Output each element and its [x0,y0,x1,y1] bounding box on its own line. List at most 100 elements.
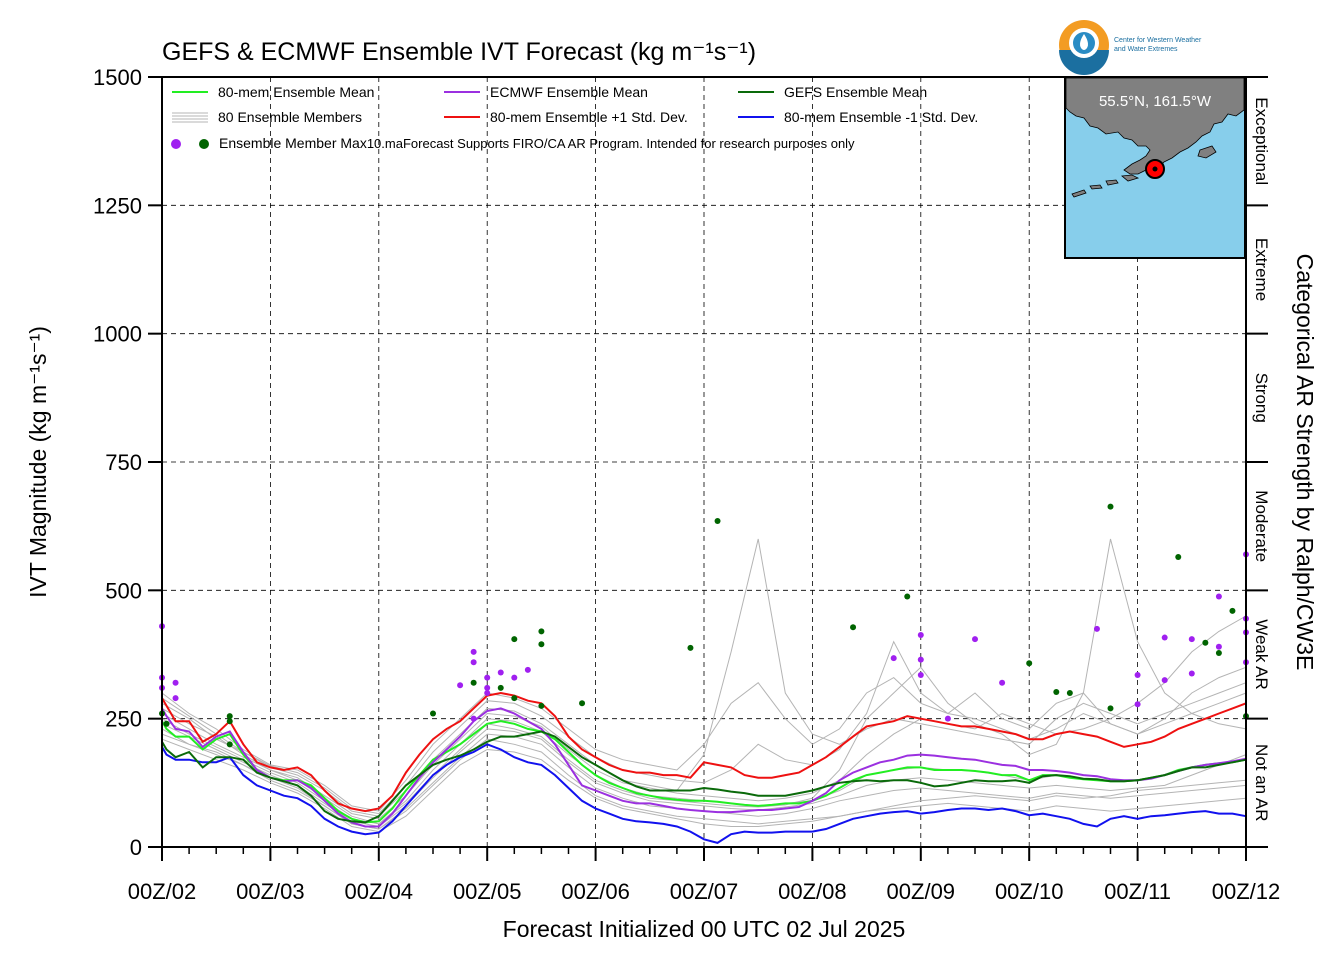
ensemble-max-point [972,636,978,643]
ensemble-max-points [159,503,1249,748]
ensemble-max-point [497,669,504,676]
legend-label-plus: 80-mem Ensemble +1 Std. Dev. [490,109,688,125]
chart-title: GEFS & ECMWF Ensemble IVT Forecast (kg m… [162,38,756,66]
ensemble-max-point [470,659,477,666]
ensemble-max-point [714,518,721,525]
ensemble-member-line [161,666,1247,812]
legend-label-gefs: GEFS Ensemble Mean [784,84,927,100]
inset-map-location-label: 55.5°N, 161.5°W [1099,93,1212,110]
right-axis-label: Categorical AR Strength by Ralph/CW3E [1292,254,1318,671]
ensemble-max-point [904,593,911,600]
ensemble-max-point [484,690,491,696]
legend-label-members: 80 Ensemble Members [218,109,362,125]
grid-lines [162,77,1246,847]
x-tick-label: 00Z/09 [887,879,956,904]
y-tick-label: 500 [105,578,142,603]
ensemble-max-point [999,679,1006,686]
ensemble-max-point [538,641,545,648]
x-tick-label: 00Z/06 [561,879,630,904]
logo-line2: and Water Extremes [1114,46,1178,53]
y-tick-label: 1000 [93,322,142,347]
series-line [161,743,1247,844]
x-tick-label: 00Z/03 [236,879,305,904]
ensemble-max-point [226,718,233,725]
ensemble-max-point [511,674,518,681]
ar-category-label: Strong [1252,373,1271,423]
cw3e-logo: Center for Western Weather and Water Ext… [1059,20,1202,75]
ensemble-max-point [917,656,924,663]
ensemble-max-point [524,666,531,673]
inset-map-kodiak [1197,145,1217,159]
water-drop-icon [1080,34,1088,50]
ensemble-member-line [161,723,1247,828]
inset-map-islands [1071,174,1140,198]
legend-label-max: Ensemble Member Max10.maForecast Support… [219,135,855,151]
ensemble-max-point [538,628,545,635]
y-tick-label: 750 [105,450,142,475]
ar-category-labels: Not an AR Weak AR Moderate Strong Extreme Exc… [1252,97,1271,821]
x-axis-label: Forecast Initialized 00 UTC 02 Jul 2025 [503,916,906,942]
ensemble-max-point [1107,705,1114,712]
legend-label-ecmwf: ECMWF Ensemble Mean [490,84,648,100]
ensemble-max-point [470,715,477,722]
legend-swatch-max-ecmwf [171,139,181,149]
ensemble-max-point [470,648,477,655]
y-tick-label: 0 [130,835,142,860]
ensemble-max-point [1134,672,1141,679]
legend: 80-mem Ensemble Mean ECMWF Ensemble Mean… [171,84,978,151]
series-lines [161,691,1247,844]
ensemble-member-lines [161,538,1247,833]
ensemble-max-point [430,710,436,717]
ensemble-max-point [1215,649,1222,656]
ensemble-max-point [944,715,951,722]
inset-map-marker-center [1152,166,1158,172]
x-tick-label: 00Z/10 [995,879,1064,904]
x-tick-label: 00Z/08 [778,879,847,904]
ensemble-max-point [1175,553,1182,560]
ensemble-max-point [687,644,694,651]
legend-max-text: Ensemble Member Max [219,135,367,151]
ensemble-max-point [511,695,518,702]
logo-wave [1059,50,1109,75]
ensemble-max-point [890,655,897,662]
legend-label-mean80: 80-mem Ensemble Mean [218,84,374,100]
ensemble-max-point [484,684,491,691]
ensemble-max-point [470,679,477,686]
ensemble-max-point [850,624,857,631]
axis-ticks: 0 250 500 750 1000 1250 1500 00Z/02 00Z/03 00Z/04… [93,65,1280,904]
logo-line1: Center for Western Weather [1114,37,1202,44]
ensemble-max-point [226,741,233,748]
ensemble-max-point [1134,701,1141,708]
ensemble-max-point [163,720,170,727]
y-tick-label: 1250 [93,193,142,218]
x-tick-label: 00Z/02 [128,879,197,904]
ensemble-max-point [511,636,518,643]
ensemble-max-point [1215,593,1222,600]
y-tick-label: 1500 [93,65,142,90]
y-tick-label: 250 [105,707,142,732]
ensemble-max-point [1161,634,1168,641]
series-line [161,730,1247,824]
x-tick-label: 00Z/12 [1212,879,1281,904]
ensemble-max-point [1093,625,1100,632]
ensemble-max-point [1202,639,1209,646]
ensemble-max-point [1053,688,1060,695]
ar-category-label: Extreme [1252,238,1271,301]
ar-category-label: Moderate [1252,490,1271,562]
ensemble-max-point [1161,677,1168,684]
ensemble-max-point [579,700,586,707]
ar-category-label: Exceptional [1252,97,1271,185]
ar-category-label: Weak AR [1252,619,1271,690]
ensemble-max-point [917,631,924,638]
ensemble-member-line [161,640,1247,815]
series-line [161,691,1247,813]
x-tick-label: 00Z/04 [345,879,414,904]
inset-map: 55.5°N, 161.5°W [1064,76,1246,259]
series-line [161,707,1247,828]
ensemble-max-point [172,695,179,702]
legend-swatch-max-gefs [199,139,209,149]
x-tick-label: 00Z/07 [670,879,739,904]
ensemble-max-point [1066,690,1073,696]
ensemble-max-point [172,679,179,686]
